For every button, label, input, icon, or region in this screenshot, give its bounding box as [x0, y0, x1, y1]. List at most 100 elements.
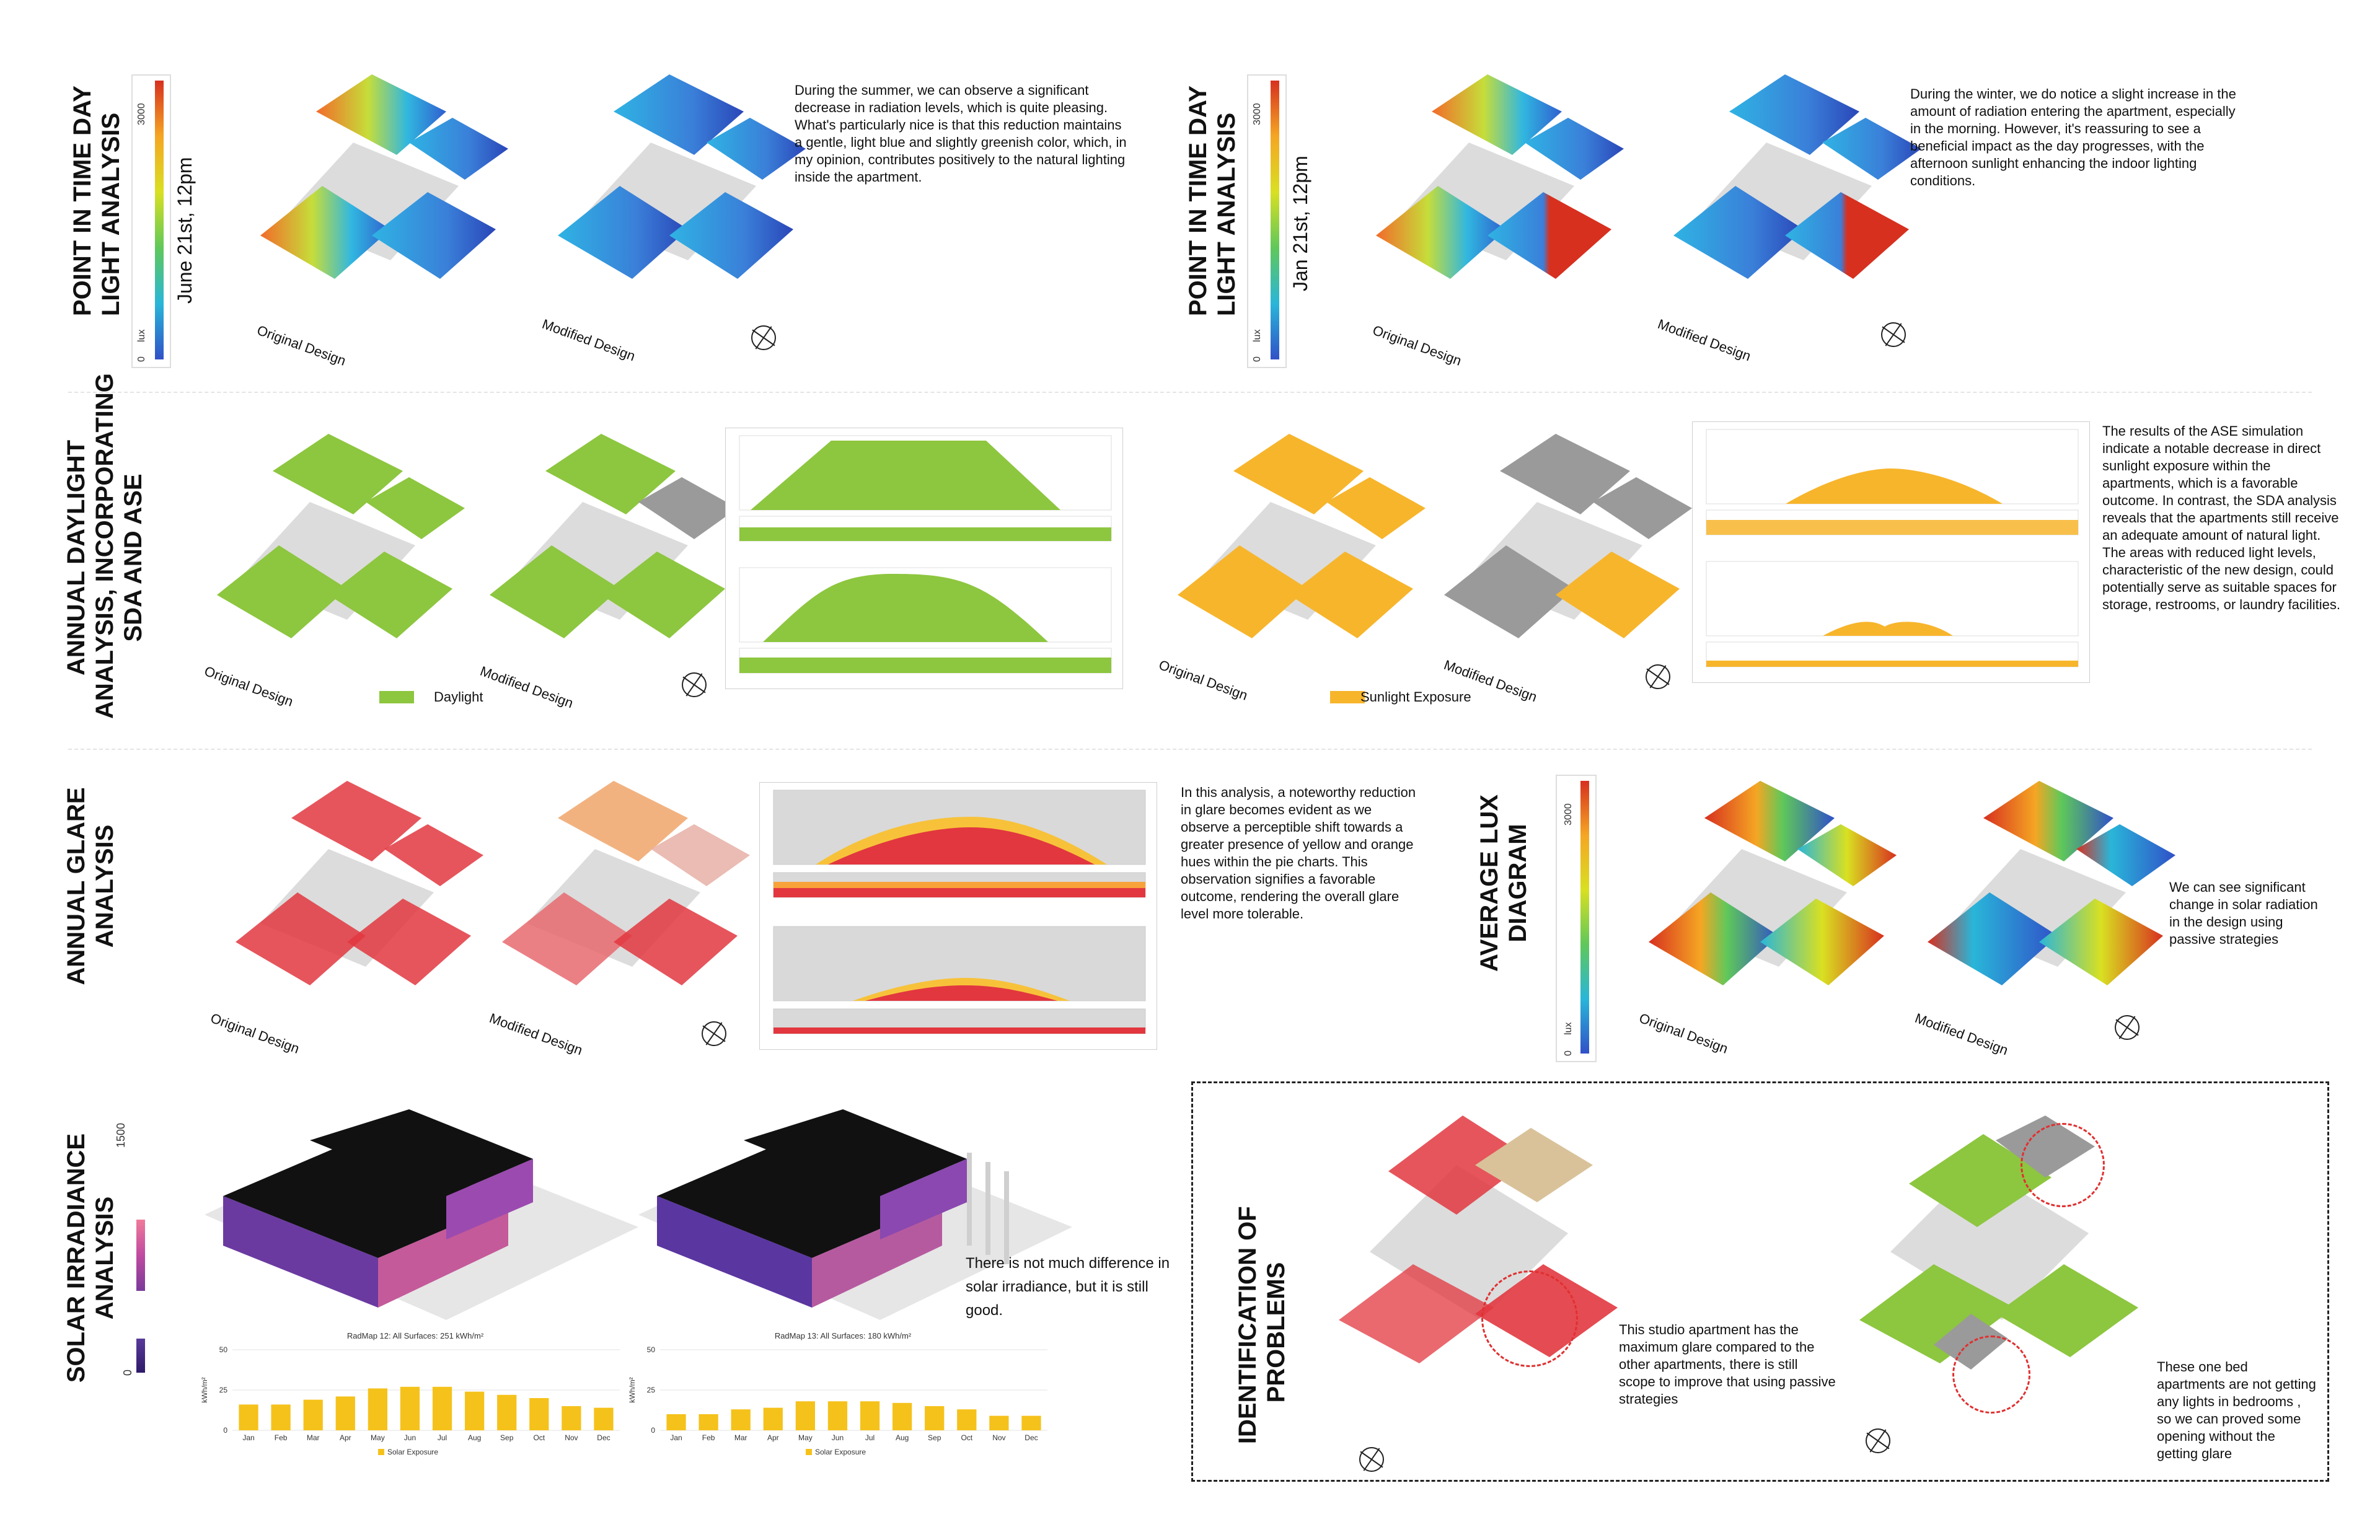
scale-max-label: 3000 [136, 103, 147, 125]
plt-winter-date: Jan 21st, 12pm [1289, 156, 1311, 291]
plt-winter-paragraph: During the winter, we do notice a slight… [1910, 86, 2236, 188]
ase-hourly-chart [1692, 421, 2090, 683]
north-arrow-icon [1359, 1447, 1384, 1472]
y-tick-label: 25 [647, 1386, 656, 1394]
bar [860, 1401, 880, 1430]
annual-daylight-title: ANNUAL DAYLIGHT ANALYSIS, INCORPORATING … [63, 373, 147, 719]
plan-ase-original [1178, 434, 1426, 638]
lux-scale-gradient [1271, 81, 1279, 359]
plan-summer-modified [558, 74, 806, 279]
plan-avglux-original [1649, 781, 1897, 985]
scale-min-label: 0 [1563, 1050, 1574, 1056]
plan-sda-modified [490, 434, 738, 638]
plt-winter-title: POINT IN TIME DAY LIGHT ANALYSIS [1184, 86, 1240, 316]
solar-model-modified [638, 1109, 1072, 1320]
legend-swatch [378, 1449, 384, 1455]
x-tick-label: Jun [832, 1433, 844, 1442]
y-tick-label: 50 [647, 1345, 656, 1354]
plan-avglux-modified [1928, 781, 2175, 985]
x-tick-label: Aug [468, 1433, 481, 1442]
bar [731, 1409, 751, 1430]
problems-frame [1191, 1081, 2329, 1482]
lux-scale: 3000 lux 0 [131, 74, 171, 368]
solar-scale-min-label: 0 [121, 1369, 134, 1376]
plan-winter-original [1376, 74, 1624, 279]
x-tick-label: May [371, 1433, 385, 1442]
legend-sunlight-swatch [1330, 691, 1365, 703]
problem-highlight-circle [1481, 1270, 1578, 1367]
scale-min-label: 0 [136, 356, 147, 362]
legend-label: Solar Exposure [815, 1448, 866, 1456]
x-tick-label: Jul [438, 1433, 447, 1442]
plan-ase-modified [1444, 434, 1692, 638]
x-tick-label: Feb [702, 1433, 715, 1442]
plt-summer-title: POINT IN TIME DAY LIGHT ANALYSIS [69, 86, 125, 316]
solar-bar-chart-original: RadMap 12: All Surfaces: 251 kWh/m² kWh/m… [200, 1331, 620, 1456]
north-arrow-icon [682, 672, 707, 697]
problem-highlight-circle [2021, 1123, 2105, 1207]
glare-hourly-chart [759, 782, 1157, 1050]
problems-right-paragraph: These one bed apartments are not getting… [2157, 1359, 2316, 1461]
bar [594, 1407, 614, 1430]
y-axis-label: kWh/m² [200, 1377, 209, 1402]
solar-paragraph: There is not much difference in solar ir… [966, 1255, 1170, 1319]
north-arrow-icon [702, 1021, 726, 1046]
solar-model-original [205, 1109, 638, 1320]
bar [989, 1415, 1009, 1430]
plan-sda-original [217, 434, 465, 638]
y-tick-label: 25 [219, 1386, 228, 1394]
plan-glare-modified [502, 781, 750, 985]
solar-scale-gradient [136, 1339, 145, 1373]
x-tick-label: Dec [1025, 1433, 1038, 1442]
legend-swatch [806, 1449, 812, 1455]
sda-hourly-chart [725, 428, 1123, 689]
avg-lux-title: AVERAGE LUX DIAGRAM [1476, 794, 1532, 972]
scale-unit-label: lux [136, 329, 147, 342]
section-divider [68, 392, 2312, 393]
bar [562, 1406, 581, 1430]
x-tick-label: Nov [992, 1433, 1005, 1442]
plan-summer-original [260, 74, 508, 279]
x-tick-label: Jan [670, 1433, 682, 1442]
plan-glare-original [236, 781, 483, 985]
bar [368, 1388, 387, 1430]
avg-lux-paragraph: We can see significant change in solar r… [2169, 879, 2318, 947]
chart-title: RadMap 12: All Surfaces: 251 kWh/m² [347, 1331, 484, 1340]
problems-left-paragraph: This studio apartment has the maximum gl… [1619, 1322, 1836, 1407]
x-tick-label: Feb [275, 1433, 288, 1442]
legend-sunlight-label: Sunlight Exposure [1360, 689, 1471, 705]
scale-unit-label: lux [1563, 1022, 1574, 1035]
north-arrow-icon [751, 325, 776, 350]
y-tick-label: 0 [651, 1426, 655, 1435]
plt-summer-paragraph: During the summer, we can observe a sign… [795, 82, 1127, 185]
x-tick-label: Sep [500, 1433, 514, 1442]
solar-title: SOLAR IRRADIANCE ANALYSIS [63, 1133, 118, 1383]
bar [827, 1401, 848, 1430]
x-tick-label: Dec [597, 1433, 610, 1442]
x-tick-label: May [798, 1433, 813, 1442]
plt-summer-date: June 21st, 12pm [174, 157, 196, 304]
glare-paragraph: In this analysis, a noteworthy reduction… [1181, 785, 1416, 922]
bar [699, 1414, 718, 1430]
bar [666, 1414, 686, 1430]
solar-scale-max-label: 1500 [115, 1122, 127, 1148]
solar-bar-chart-modified: RadMap 13: All Surfaces: 180 kWh/m² kWh/m… [628, 1331, 1047, 1456]
bar [497, 1394, 517, 1430]
problem-highlight-circle [1952, 1335, 2030, 1414]
x-tick-label: Apr [340, 1433, 351, 1442]
legend-label: Solar Exposure [387, 1448, 438, 1456]
chart-title: RadMap 13: All Surfaces: 180 kWh/m² [775, 1331, 912, 1340]
x-tick-label: Oct [533, 1433, 545, 1442]
plan-problems-glare [1339, 1115, 1618, 1363]
x-tick-label: Jul [865, 1433, 875, 1442]
bar [465, 1391, 485, 1430]
north-arrow-icon [2115, 1015, 2140, 1040]
solar-scale-gradient [136, 1220, 145, 1291]
y-tick-label: 0 [223, 1426, 227, 1435]
scale-max-label: 3000 [1563, 803, 1574, 825]
glare-title: ANNUAL GLARE ANALYSIS [63, 787, 118, 985]
x-tick-label: Sep [928, 1433, 941, 1442]
lux-scale-gradient [155, 81, 164, 359]
annual-daylight-paragraph: The results of the ASE simulation indica… [2102, 423, 2340, 612]
bar [303, 1399, 323, 1430]
